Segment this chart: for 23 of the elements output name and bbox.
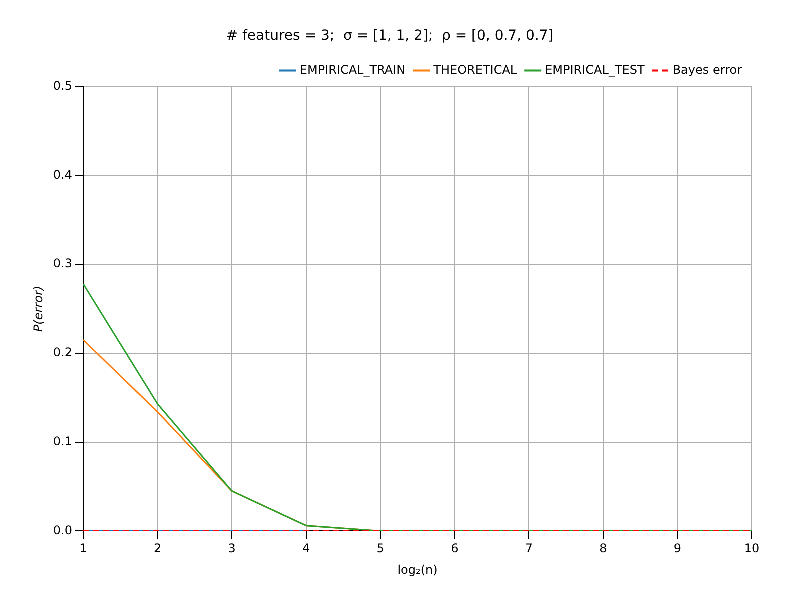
x-tick-label: 4: [302, 542, 310, 556]
x-tick-label: 1: [80, 542, 88, 556]
legend-label: EMPIRICAL_TRAIN: [300, 62, 406, 77]
x-tick-label: 7: [525, 542, 533, 556]
x-axis-title: log₂(n): [398, 562, 438, 577]
y-tick-label: 0.2: [53, 346, 72, 360]
y-tick-label: 0.5: [53, 78, 72, 93]
y-tick-label: 0.1: [53, 434, 72, 448]
chart-title: # features = 3; σ = [1, 1, 2]; ρ = [0, 0.7, 0.7]: [226, 28, 554, 44]
y-tick-label: 0.3: [53, 256, 72, 271]
legend-label: EMPIRICAL_TEST: [545, 62, 646, 77]
x-tick-label: 5: [376, 542, 384, 556]
x-tick-label: 10: [744, 542, 760, 556]
x-tick-label: 9: [674, 542, 682, 556]
y-tick-label: 0.0: [53, 523, 72, 538]
x-tick-label: 6: [451, 542, 459, 556]
legend-label: THEORETICAL: [432, 62, 518, 77]
legend-label: Bayes error: [672, 62, 742, 77]
x-tick-label: 2: [154, 542, 162, 556]
x-tick-label: 3: [228, 542, 236, 556]
y-tick-label: 0.4: [53, 168, 72, 182]
x-tick-label: 8: [600, 542, 608, 556]
y-axis-title: P(error): [31, 286, 46, 332]
